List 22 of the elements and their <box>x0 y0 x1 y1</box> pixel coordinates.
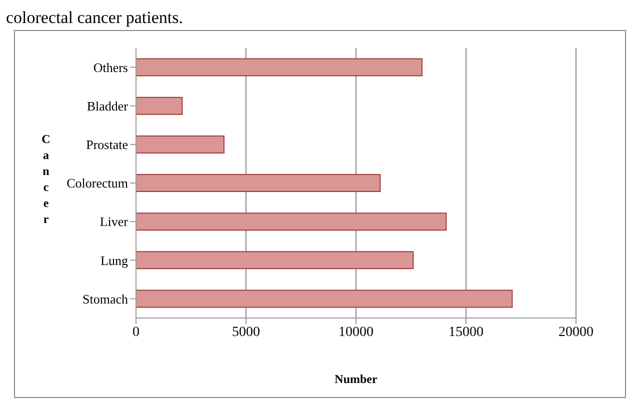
y-tick-label: Bladder <box>86 98 129 114</box>
x-tick-label: 10000 <box>338 324 374 340</box>
bar <box>136 96 183 115</box>
bar <box>136 251 414 270</box>
y-tick-label: Others <box>93 60 128 75</box>
y-tick-label: Lung <box>100 252 128 268</box>
bar <box>136 135 224 154</box>
y-tick-label: Stomach <box>82 291 128 306</box>
bar <box>136 290 513 308</box>
y-tick-label: Colorectum <box>66 176 128 191</box>
y-axis-title: Cancer <box>42 132 50 226</box>
x-tick-label: 0 <box>132 324 140 340</box>
x-tick-label: 5000 <box>232 324 260 340</box>
text: colorectal cancer patients. <box>6 8 183 27</box>
bar <box>136 58 422 76</box>
x-tick-label: 15000 <box>448 324 484 340</box>
bar <box>136 212 447 231</box>
bar <box>136 174 381 192</box>
x-axis-title: Number <box>334 372 378 386</box>
x-tick-label: 20000 <box>558 324 594 340</box>
y-tick-label: Liver <box>100 214 129 230</box>
y-tick-label: Prostate <box>86 137 128 152</box>
